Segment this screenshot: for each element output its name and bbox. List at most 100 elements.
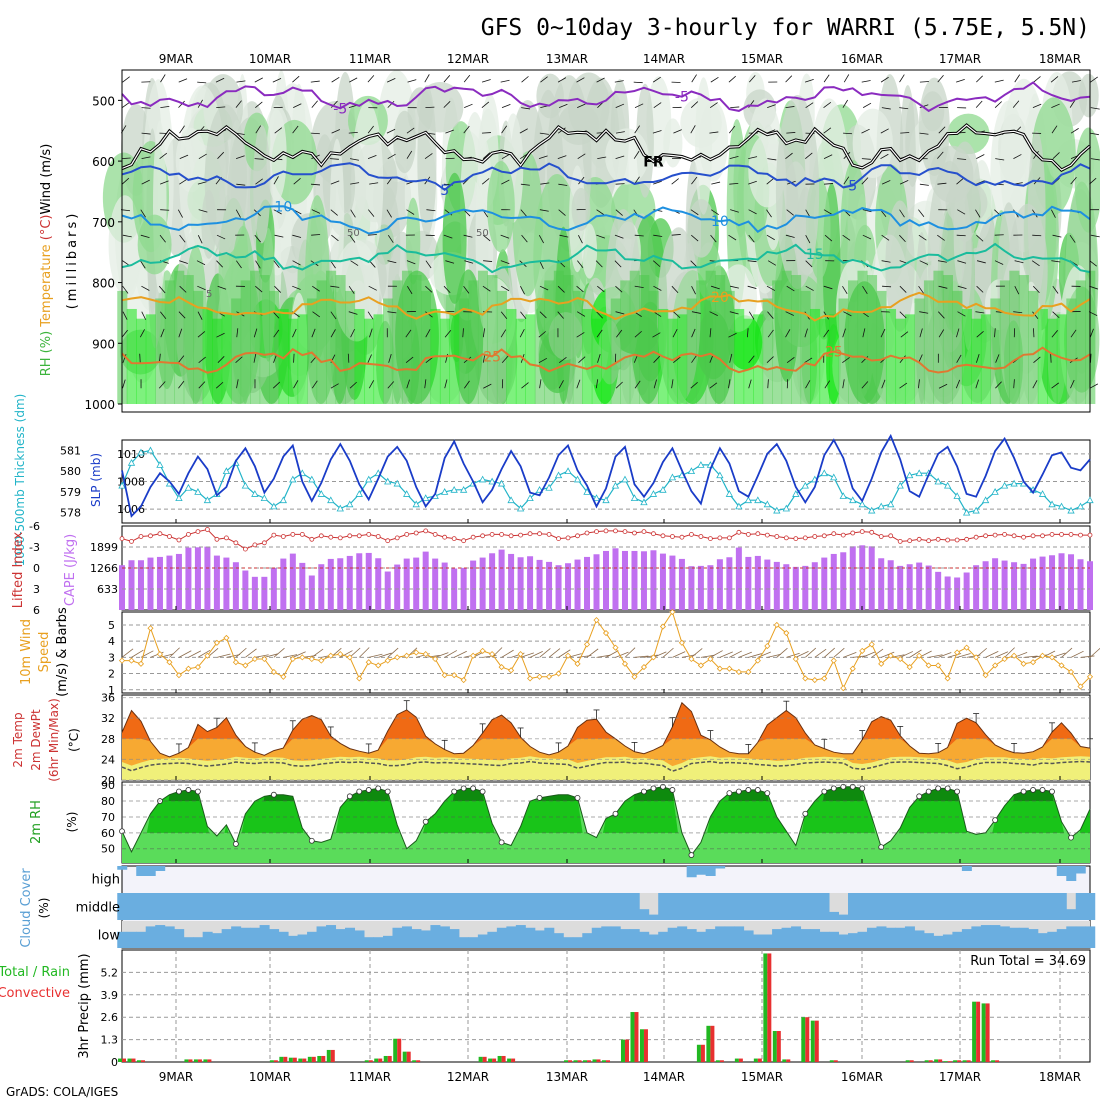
cape-bar bbox=[859, 545, 865, 610]
cloud-cell bbox=[184, 893, 194, 920]
isotherm-label: -5 bbox=[675, 90, 689, 106]
rh-point bbox=[860, 786, 865, 791]
cloud-cell bbox=[582, 893, 592, 920]
li-point bbox=[965, 537, 969, 541]
precip-total-bar bbox=[602, 1060, 606, 1062]
cape-bar bbox=[299, 563, 305, 610]
li-point bbox=[822, 534, 826, 538]
rh-low-band bbox=[1066, 298, 1076, 404]
li-point bbox=[205, 528, 209, 532]
cloud-cell bbox=[269, 893, 279, 920]
cloud-cell bbox=[421, 930, 431, 948]
li-point bbox=[595, 530, 599, 534]
cloud-cell bbox=[696, 932, 706, 948]
rh-low-band bbox=[459, 298, 469, 404]
li-point bbox=[737, 530, 741, 534]
rh-shade-blob bbox=[582, 224, 597, 279]
isotherm-label: 25 bbox=[825, 344, 843, 360]
precip-total-bar bbox=[991, 1060, 995, 1062]
li-point bbox=[1041, 534, 1045, 538]
rh-point bbox=[499, 840, 504, 845]
precip-total-bar bbox=[706, 1026, 710, 1062]
cloud-cell bbox=[905, 893, 915, 920]
rh-low-band bbox=[345, 291, 355, 404]
wind-barb bbox=[1091, 354, 1092, 363]
cloud-cell bbox=[658, 932, 668, 948]
precip-total-bar bbox=[593, 1059, 597, 1062]
wind-barb bbox=[140, 354, 141, 363]
wind-barb bbox=[843, 133, 852, 134]
cloud-ylabel-text: Cloud Cover bbox=[19, 868, 34, 948]
cloud-cell bbox=[1057, 929, 1067, 948]
cape-bar bbox=[1078, 559, 1084, 610]
li-point bbox=[424, 529, 428, 533]
cloud-cell bbox=[250, 928, 260, 948]
cape-bar bbox=[907, 564, 913, 610]
wind-tick-label: 5 bbox=[108, 619, 115, 632]
precip-convective-bar bbox=[416, 1060, 420, 1062]
rh-low-band bbox=[772, 280, 782, 404]
cloud-cell bbox=[744, 930, 754, 948]
precip-convective-bar bbox=[929, 1060, 933, 1062]
cloud-cell bbox=[706, 866, 716, 876]
li-point bbox=[756, 532, 760, 536]
li-point bbox=[253, 543, 257, 547]
cape-bar bbox=[793, 567, 799, 610]
precip-ylabel: 3hr Precip (mm) bbox=[77, 953, 92, 1058]
cape-bar bbox=[584, 557, 590, 610]
cloud-cell bbox=[373, 893, 383, 920]
li-point bbox=[186, 532, 190, 536]
cloud-cell bbox=[914, 930, 924, 948]
cloud-cell bbox=[848, 933, 858, 948]
li-point bbox=[784, 536, 788, 540]
cloud-cell bbox=[820, 893, 830, 920]
cloud-cell bbox=[203, 932, 213, 948]
rh-point bbox=[945, 786, 950, 791]
rh-low-band bbox=[449, 314, 459, 404]
rh-low-band bbox=[478, 271, 488, 404]
cloud-cell bbox=[184, 937, 194, 948]
cloud-cell bbox=[535, 930, 545, 948]
rh-tick-label: 50 bbox=[101, 843, 115, 856]
cape-bar bbox=[992, 558, 998, 610]
cloud-cell bbox=[1085, 893, 1095, 920]
cape-bar bbox=[518, 557, 524, 610]
rh-low-band bbox=[1038, 309, 1048, 404]
wind-ylabel-text: 10m Wind bbox=[19, 619, 34, 685]
li-point bbox=[139, 535, 143, 539]
cape-bar bbox=[157, 557, 163, 610]
li-point bbox=[955, 538, 959, 542]
precip-convective-bar bbox=[948, 1061, 952, 1062]
rh-low-band bbox=[146, 314, 156, 404]
rh-point bbox=[746, 787, 751, 792]
cloud-cell bbox=[981, 925, 991, 948]
cloud-cell bbox=[1009, 928, 1019, 948]
precip-ylabel-text: 3hr Precip (mm) bbox=[77, 953, 92, 1058]
cloud-cell bbox=[212, 893, 222, 920]
thickness-tick-label: 580 bbox=[60, 465, 81, 478]
cloud-cell bbox=[383, 936, 393, 948]
li-point bbox=[158, 532, 162, 536]
cape-bar bbox=[745, 557, 751, 610]
li-point bbox=[338, 536, 342, 540]
li-point bbox=[471, 535, 475, 539]
wind-frame bbox=[122, 612, 1090, 693]
precip-total-bar bbox=[317, 1056, 321, 1062]
cloud-cell bbox=[364, 893, 374, 920]
cloud-cell bbox=[1028, 929, 1038, 948]
cape-bar bbox=[774, 562, 780, 610]
li-point bbox=[917, 537, 921, 541]
li-point bbox=[576, 534, 580, 538]
cloud-cell bbox=[952, 893, 962, 920]
rh-low-band bbox=[971, 319, 981, 404]
cloud-cell bbox=[810, 929, 820, 948]
precip-convective-bar bbox=[207, 1059, 211, 1062]
cloud-cell bbox=[962, 929, 972, 948]
cloud-cell bbox=[203, 893, 213, 920]
cape-bar bbox=[176, 554, 182, 610]
li-point bbox=[129, 539, 133, 543]
cloud-cell bbox=[468, 893, 478, 920]
cloud-cell bbox=[117, 866, 127, 870]
